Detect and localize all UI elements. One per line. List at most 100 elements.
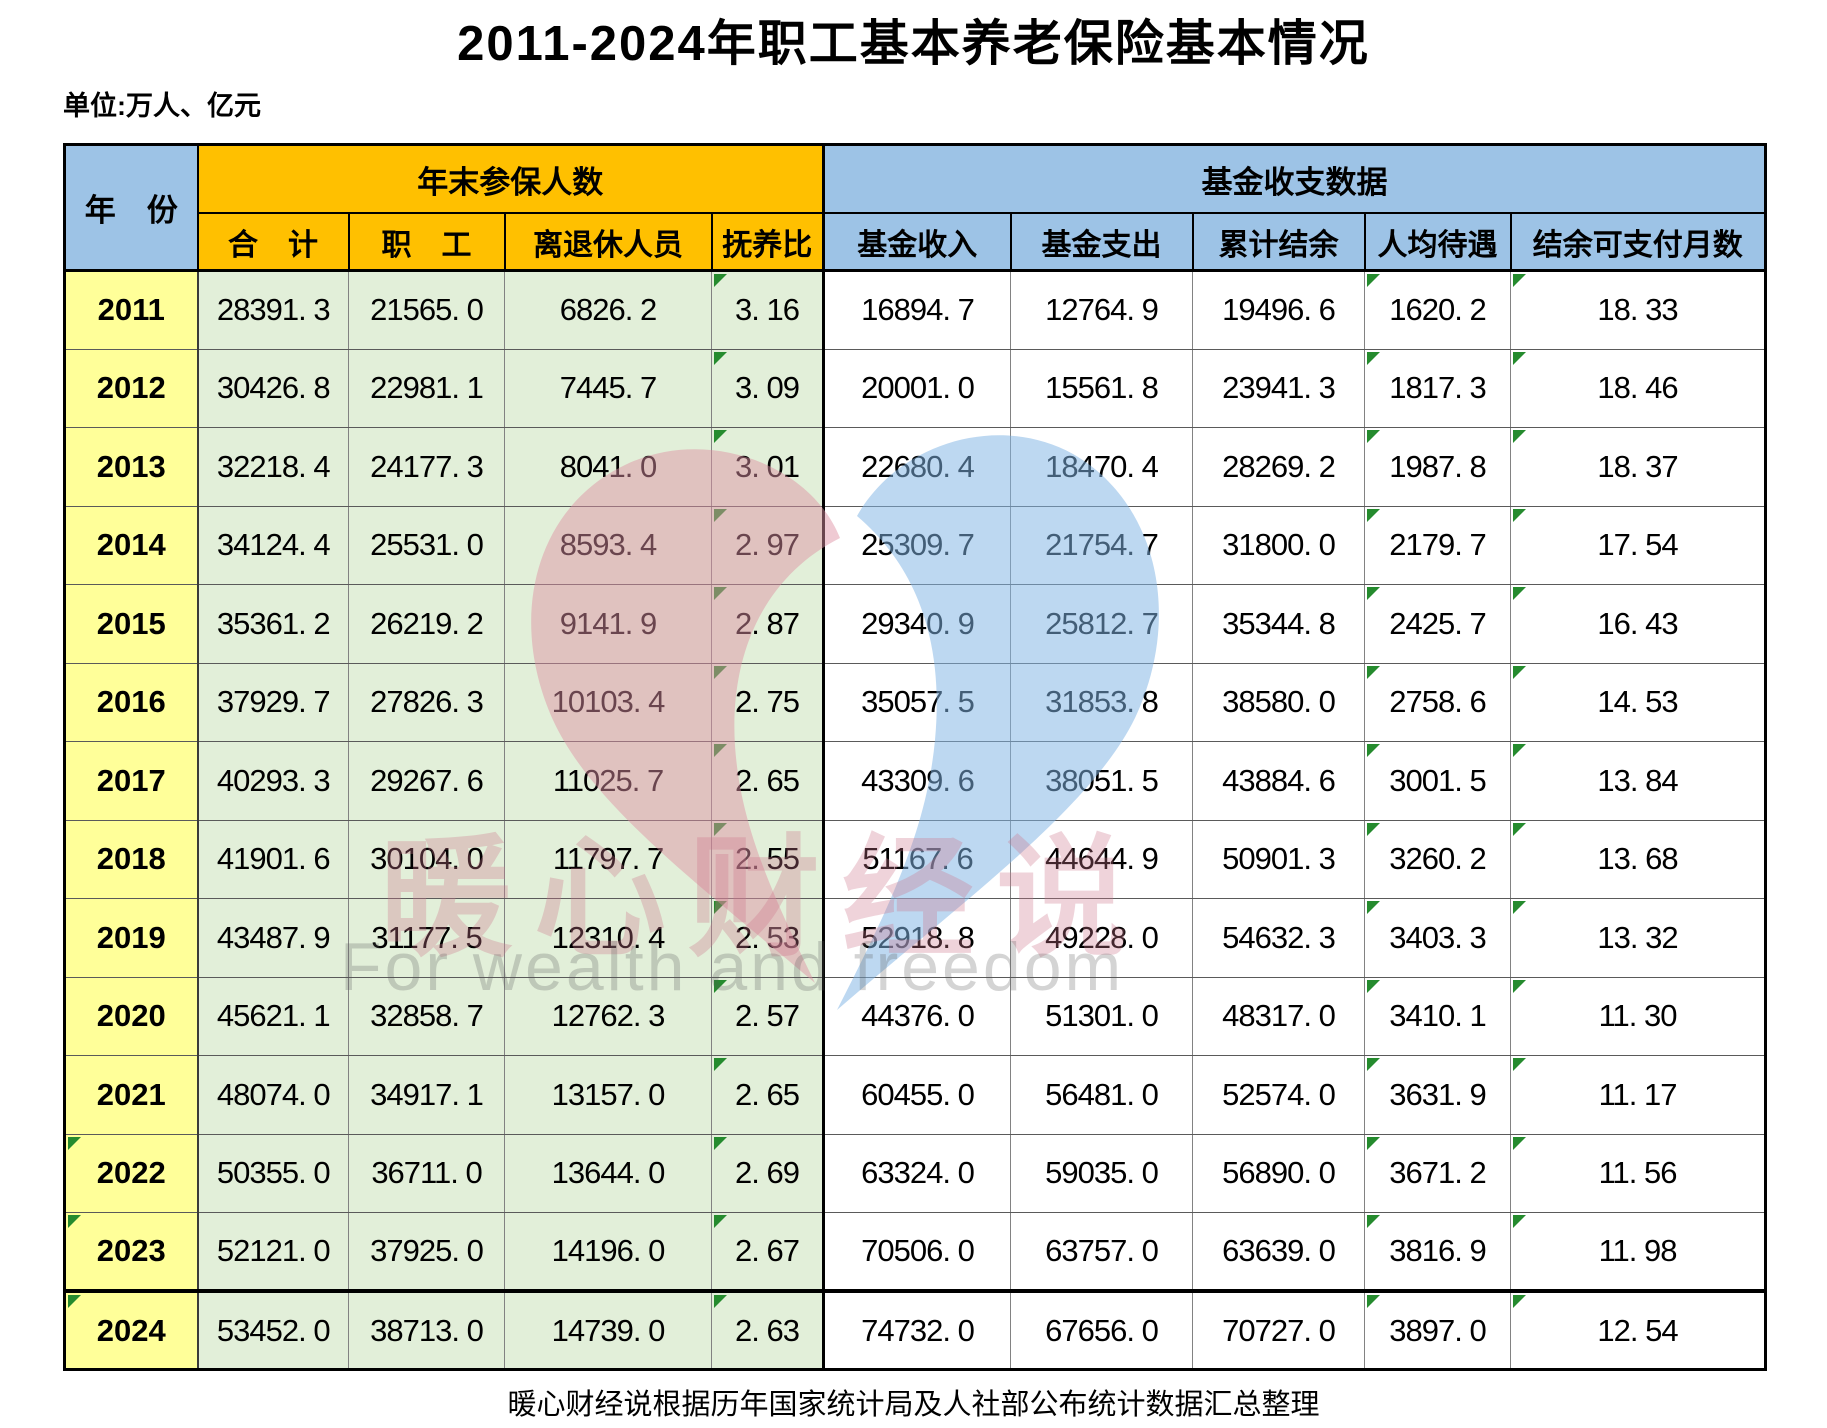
cell-2016-avg_benefit: 2758. 6 — [1364, 662, 1511, 742]
cell-2016-fund_expense: 31853. 8 — [1010, 662, 1193, 742]
cell-2023-dependency_ratio: 2. 67 — [711, 1212, 824, 1292]
cell-2016-year: 2016 — [64, 662, 199, 742]
cell-2020-fund_expense: 51301. 0 — [1010, 976, 1193, 1056]
cell-2016-fund_balance: 38580. 0 — [1192, 662, 1365, 742]
cell-2011-insured_retirees: 6826. 2 — [504, 270, 712, 350]
cell-2017-insured_retirees: 11025. 7 — [504, 741, 712, 821]
cell-2012-fund_expense: 15561. 8 — [1010, 348, 1193, 428]
table-row-2012: 2012 30426. 8 22981. 1 7445. 7 3. 09 20001. 0… — [64, 348, 1767, 428]
cell-2011-insured_workers: 21565. 0 — [348, 270, 505, 350]
error-marker-triangle — [714, 508, 727, 522]
cell-2017-insured_workers: 29267. 6 — [348, 741, 505, 821]
table-row-2023: 2023 52121. 0 37925. 0 14196. 0 2. 67 70506. … — [64, 1212, 1767, 1292]
cell-2020-months_payable: 11. 30 — [1509, 976, 1767, 1056]
cell-2023-insured_retirees: 14196. 0 — [504, 1212, 712, 1292]
cell-2015-insured_retirees: 9141. 9 — [504, 584, 712, 664]
cell-2020-insured_workers: 32858. 7 — [348, 976, 505, 1056]
cell-2017-months_payable: 13. 84 — [1509, 741, 1767, 821]
cell-2014-fund_income: 25309. 7 — [822, 505, 1011, 585]
error-marker-triangle — [1367, 1215, 1380, 1228]
table-row-2016: 2016 37929. 7 27826. 3 10103. 4 2. 75 35057. … — [64, 662, 1767, 742]
cell-2021-fund_balance: 52574. 0 — [1192, 1055, 1365, 1135]
cell-2016-insured_total: 37929. 7 — [197, 662, 349, 742]
error-marker-triangle — [1367, 587, 1380, 600]
error-marker-triangle — [1367, 822, 1380, 836]
cell-2021-avg_benefit: 3631. 9 — [1364, 1055, 1511, 1135]
cell-2016-insured_retirees: 10103. 4 — [504, 662, 712, 742]
cell-2019-insured_total: 43487. 9 — [197, 898, 349, 978]
cell-2017-dependency_ratio: 2. 65 — [711, 741, 824, 821]
cell-2018-year: 2018 — [64, 819, 199, 899]
cell-2017-fund_income: 43309. 6 — [822, 741, 1011, 821]
cell-2021-dependency_ratio: 2. 65 — [711, 1055, 824, 1135]
cell-2023-fund_balance: 63639. 0 — [1192, 1212, 1365, 1292]
cell-2022-months_payable: 11. 56 — [1509, 1133, 1767, 1213]
error-marker-triangle — [714, 1136, 727, 1150]
table-row-2018: 2018 41901. 6 30104. 0 11797. 7 2. 55 51167. … — [64, 819, 1767, 899]
cell-2012-avg_benefit: 1817. 3 — [1364, 348, 1511, 428]
cell-2011-dependency_ratio: 3. 16 — [711, 270, 824, 350]
cell-2017-avg_benefit: 3001. 5 — [1364, 741, 1511, 821]
cell-2019-year: 2019 — [64, 898, 199, 978]
error-marker-triangle — [714, 979, 727, 993]
error-marker-triangle — [1513, 508, 1526, 522]
group-header-fund: 基金收支数据 — [821, 143, 1767, 214]
cell-2019-dependency_ratio: 2. 53 — [711, 898, 824, 978]
cell-2014-insured_retirees: 8593. 4 — [504, 505, 712, 585]
cell-2021-fund_expense: 56481. 0 — [1010, 1055, 1193, 1135]
cell-2013-dependency_ratio: 3. 01 — [711, 427, 824, 507]
cell-2024-insured_retirees: 14739. 0 — [504, 1289, 712, 1370]
cell-2011-year: 2011 — [64, 270, 199, 350]
col-header-fund-income: 基金收入 — [822, 212, 1012, 272]
error-marker-triangle — [1367, 979, 1380, 993]
cell-2022-fund_expense: 59035. 0 — [1010, 1133, 1193, 1213]
cell-2015-year: 2015 — [64, 584, 199, 664]
cell-2013-insured_workers: 24177. 3 — [348, 427, 505, 507]
cell-2013-fund_income: 22680. 4 — [822, 427, 1011, 507]
error-marker-triangle — [714, 744, 727, 757]
error-marker-triangle — [1367, 744, 1380, 757]
cell-2017-fund_balance: 43884. 6 — [1192, 741, 1365, 821]
cell-2017-fund_expense: 38051. 5 — [1010, 741, 1193, 821]
cell-2023-months_payable: 11. 98 — [1509, 1212, 1767, 1292]
col-header-dependency-ratio: 抚养比 — [710, 212, 825, 272]
table-row-2020: 2020 45621. 1 32858. 7 12762. 3 2. 57 44376. … — [64, 976, 1767, 1056]
error-marker-triangle — [68, 1215, 81, 1228]
cell-2020-insured_total: 45621. 1 — [197, 976, 349, 1056]
cell-2022-fund_balance: 56890. 0 — [1192, 1133, 1365, 1213]
cell-2016-months_payable: 14. 53 — [1509, 662, 1767, 742]
error-marker-triangle — [1367, 1058, 1380, 1071]
cell-2014-months_payable: 17. 54 — [1509, 505, 1767, 585]
error-marker-triangle — [1513, 351, 1526, 365]
table-row-2017: 2017 40293. 3 29267. 6 11025. 7 2. 65 43309. … — [64, 741, 1767, 821]
cell-2022-insured_retirees: 13644. 0 — [504, 1133, 712, 1213]
cell-2014-avg_benefit: 2179. 7 — [1364, 505, 1511, 585]
error-marker-triangle — [1513, 979, 1526, 993]
group-header-participants: 年末参保人数 — [196, 143, 825, 214]
cell-2020-avg_benefit: 3410. 1 — [1364, 976, 1511, 1056]
cell-2023-avg_benefit: 3816. 9 — [1364, 1212, 1511, 1292]
col-header-insured-retirees: 离退休人员 — [503, 212, 713, 272]
cell-2012-fund_income: 20001. 0 — [822, 348, 1011, 428]
error-marker-triangle — [714, 430, 727, 443]
page-title: 2011-2024年职工基本养老保险基本情况 — [457, 17, 1370, 71]
cell-2021-insured_retirees: 13157. 0 — [504, 1055, 712, 1135]
error-marker-triangle — [714, 1215, 727, 1228]
error-marker-triangle — [714, 351, 727, 365]
col-header-fund-expense: 基金支出 — [1009, 212, 1194, 272]
cell-2012-insured_retirees: 7445. 7 — [504, 348, 712, 428]
cell-2014-insured_total: 34124. 4 — [197, 505, 349, 585]
cell-2020-dependency_ratio: 2. 57 — [711, 976, 824, 1056]
error-marker-triangle — [714, 901, 727, 914]
table-row-2011: 2011 28391. 3 21565. 0 6826. 2 3. 16 16894. 7… — [64, 270, 1767, 350]
error-marker-triangle — [1513, 1136, 1526, 1150]
error-marker-triangle — [1513, 274, 1526, 287]
error-marker-triangle — [1367, 901, 1380, 914]
cell-2024-fund_expense: 67656. 0 — [1010, 1289, 1193, 1370]
cell-2013-fund_balance: 28269. 2 — [1192, 427, 1365, 507]
cell-2021-insured_total: 48074. 0 — [197, 1055, 349, 1135]
cell-2015-fund_expense: 25812. 7 — [1010, 584, 1193, 664]
cell-2021-insured_workers: 34917. 1 — [348, 1055, 505, 1135]
cell-2011-fund_balance: 19496. 6 — [1192, 270, 1365, 350]
cell-2015-insured_workers: 26219. 2 — [348, 584, 505, 664]
